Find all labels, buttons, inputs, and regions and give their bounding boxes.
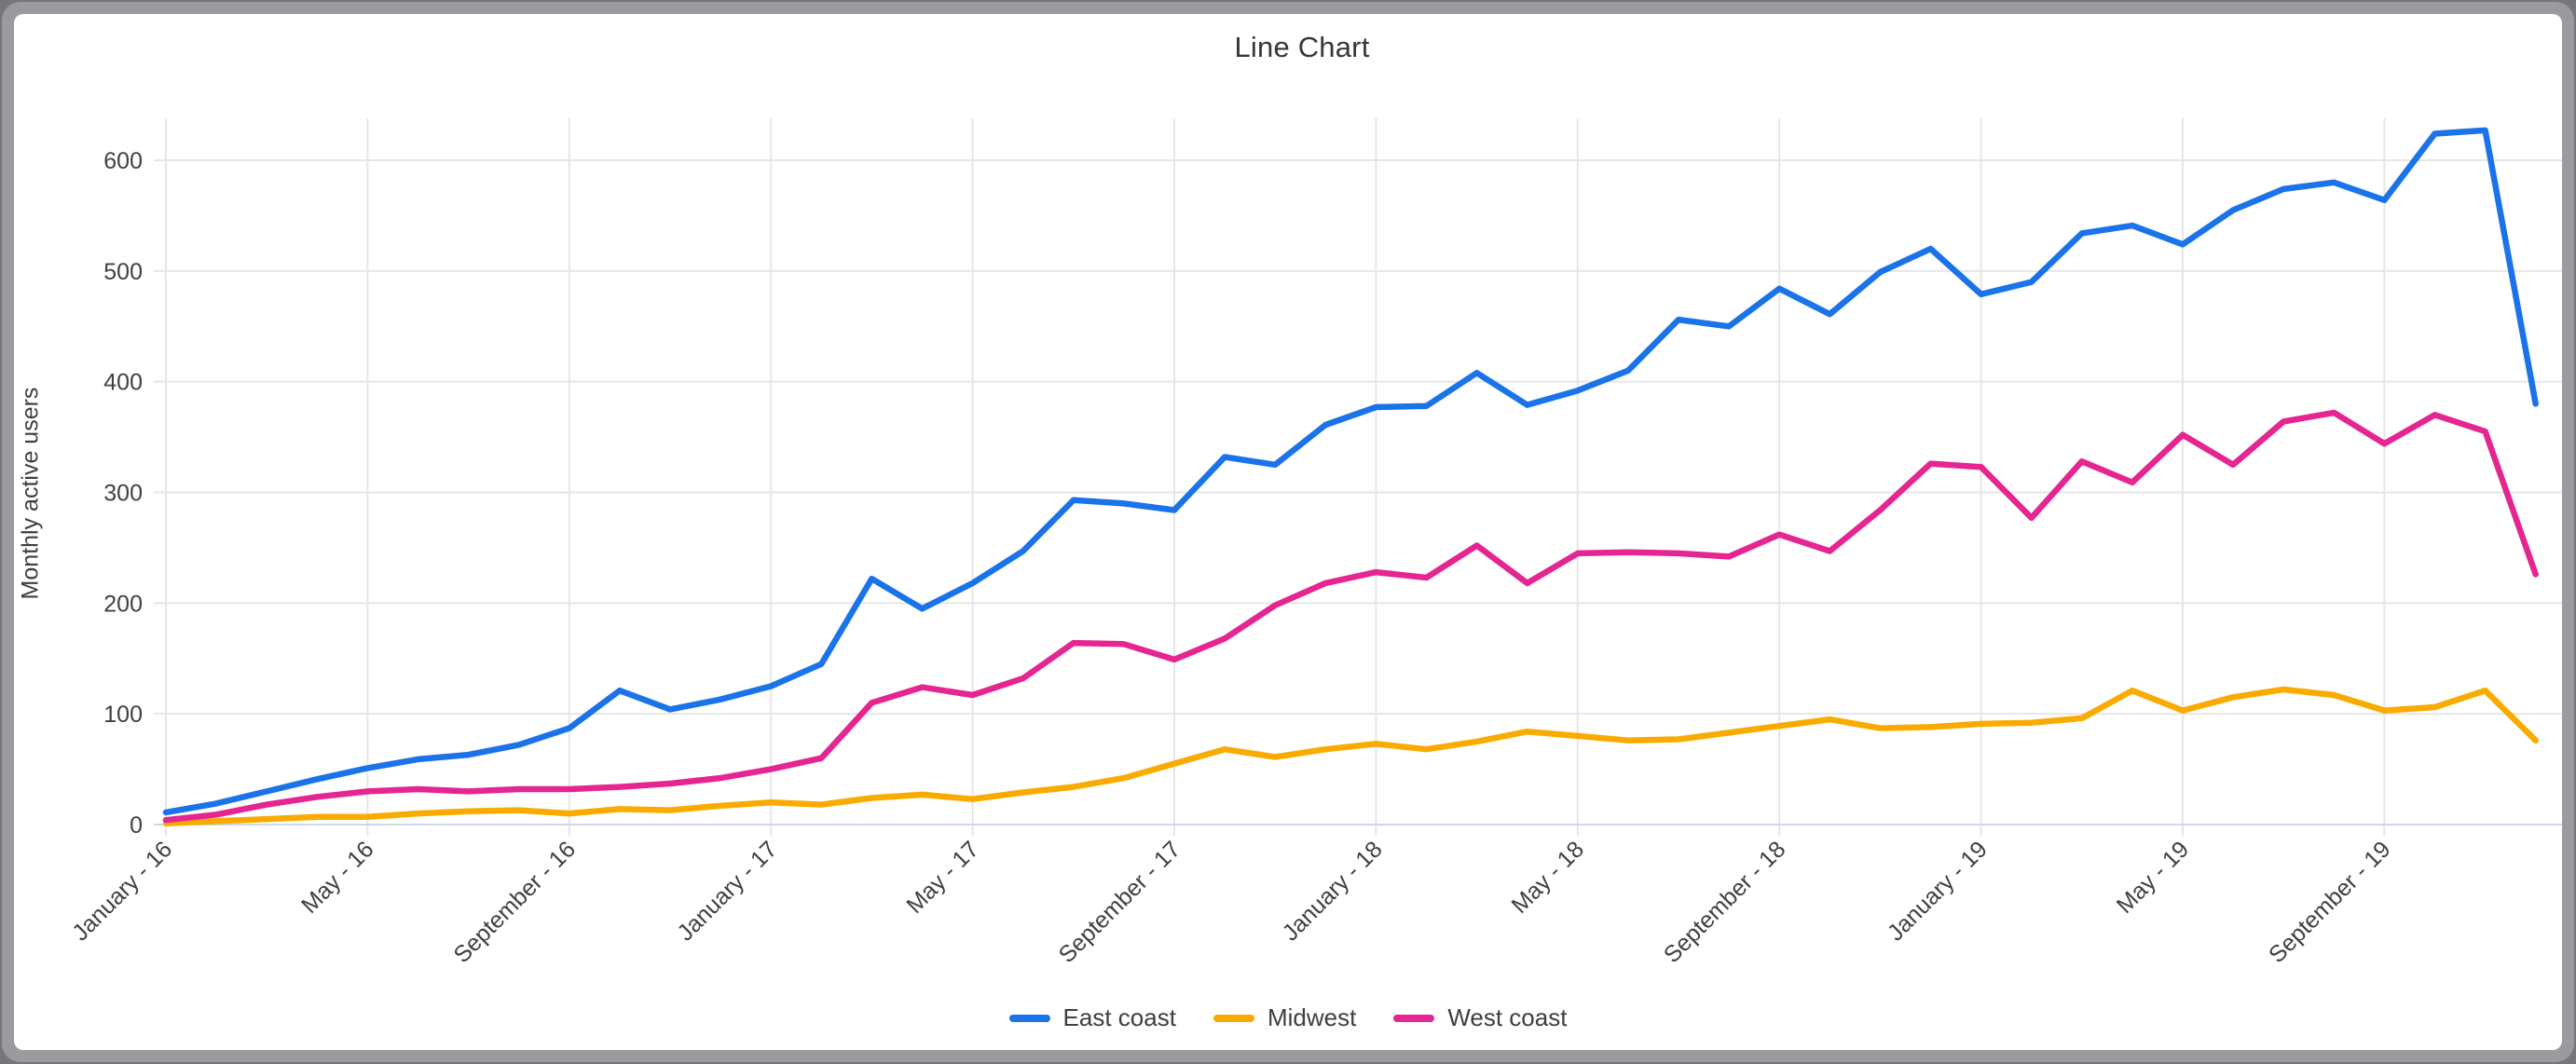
chart-legend: East coast Midwest West coast xyxy=(14,1003,2562,1032)
legend-item-east-coast[interactable]: East coast xyxy=(1008,1003,1176,1032)
x-tick-label: September - 19 xyxy=(2264,836,2396,968)
x-tick-label: September - 18 xyxy=(1659,836,1791,968)
x-tick-label: September - 17 xyxy=(1054,836,1186,968)
x-tick-label: May - 18 xyxy=(1506,836,1589,919)
legend-item-midwest[interactable]: Midwest xyxy=(1213,1003,1356,1032)
x-tick-label: September - 16 xyxy=(448,836,581,968)
series-line-east-coast xyxy=(162,127,2539,816)
gridlines xyxy=(154,118,2562,836)
y-tick-label: 600 xyxy=(103,148,143,174)
x-tick-label: January - 17 xyxy=(672,836,782,946)
chart-card: Line Chart Monthly active users 0 100 200 3… xyxy=(14,14,2562,1050)
chart-title: Line Chart xyxy=(1234,31,1370,63)
series-line-west-coast xyxy=(162,409,2539,824)
x-tick-label: May - 19 xyxy=(2112,836,2195,919)
y-tick-label: 100 xyxy=(103,702,143,728)
x-tick-label: January - 19 xyxy=(1883,836,1993,946)
midwest-swatch-icon xyxy=(1213,1014,1254,1022)
x-tick-label: January - 16 xyxy=(67,836,177,946)
y-tick-label: 500 xyxy=(103,259,143,285)
series-lines xyxy=(162,127,2539,827)
legend-label: East coast xyxy=(1062,1003,1176,1031)
legend-item-west-coast[interactable]: West coast xyxy=(1393,1003,1567,1032)
x-tick-label: May - 17 xyxy=(901,836,984,919)
legend-label: West coast xyxy=(1447,1003,1568,1031)
y-tick-label: 0 xyxy=(130,812,143,839)
y-tick-label: 400 xyxy=(103,370,143,396)
west-coast-swatch-icon xyxy=(1393,1014,1435,1022)
east-coast-swatch-icon xyxy=(1008,1014,1050,1022)
legend-label: Midwest xyxy=(1267,1003,1357,1031)
x-tick-label: May - 16 xyxy=(296,836,379,919)
series-line-midwest xyxy=(162,686,2539,827)
y-tick-label: 300 xyxy=(103,481,143,507)
y-tick-label: 200 xyxy=(103,591,143,617)
x-tick-label: January - 18 xyxy=(1278,836,1388,946)
line-chart-plot: 0 100 200 300 400 500 600 January - 16 May - 16 S… xyxy=(67,118,2562,968)
